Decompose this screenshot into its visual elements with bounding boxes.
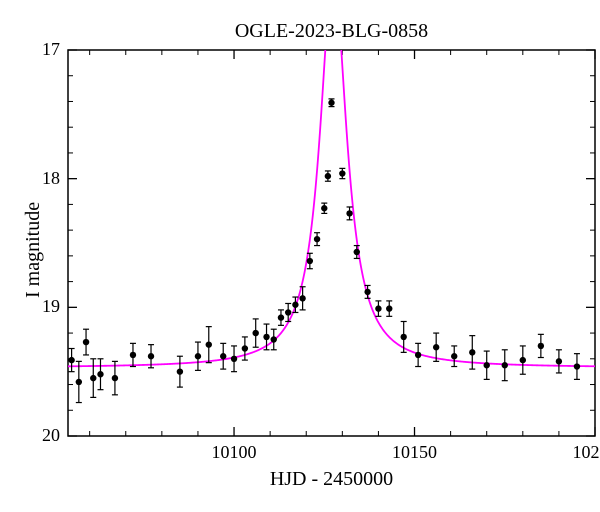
data-point	[97, 371, 103, 377]
data-point	[574, 363, 580, 369]
data-point	[220, 353, 226, 359]
data-point	[415, 352, 421, 358]
data-point	[299, 295, 305, 301]
data-point	[400, 334, 406, 340]
y-axis-label: I magnitude	[22, 202, 45, 298]
y-tick-label: 17	[42, 39, 60, 60]
data-point	[451, 353, 457, 359]
data-point	[321, 205, 327, 211]
data-point	[484, 362, 490, 368]
data-point	[76, 379, 82, 385]
data-point	[433, 344, 439, 350]
data-point	[469, 349, 475, 355]
data-point	[177, 368, 183, 374]
axis-box	[68, 50, 595, 436]
x-axis-label: HJD - 2450000	[68, 468, 595, 491]
data-point	[271, 336, 277, 342]
data-point	[285, 309, 291, 315]
data-point	[328, 100, 334, 106]
data-point	[314, 236, 320, 242]
data-point	[354, 249, 360, 255]
data-point	[502, 362, 508, 368]
lightcurve-chart: OGLE-2023-BLG-0858 10100 10150 10200 17 18 19 2…	[0, 0, 600, 512]
y-tick-label: 18	[42, 168, 60, 189]
data-point	[252, 330, 258, 336]
data-point	[307, 258, 313, 264]
data-point	[130, 352, 136, 358]
model-curve	[68, 0, 595, 366]
data-point	[538, 343, 544, 349]
data-point	[364, 289, 370, 295]
data-point	[375, 305, 381, 311]
data-point	[556, 358, 562, 364]
y-tick-label: 20	[42, 425, 60, 446]
data-point	[386, 305, 392, 311]
x-tick-label: 10150	[385, 442, 445, 463]
data-point	[148, 353, 154, 359]
data-point	[112, 375, 118, 381]
data-point	[242, 345, 248, 351]
data-point	[346, 210, 352, 216]
data-point	[206, 341, 212, 347]
data-point	[325, 173, 331, 179]
data-point	[263, 334, 269, 340]
data-point	[68, 357, 74, 363]
plot-svg	[0, 0, 600, 512]
data-point	[195, 353, 201, 359]
data-point	[339, 170, 345, 176]
data-point	[520, 357, 526, 363]
data-point	[292, 302, 298, 308]
data-point	[231, 356, 237, 362]
x-tick-label: 10200	[565, 442, 600, 463]
x-tick-label: 10100	[204, 442, 264, 463]
y-tick-label: 19	[42, 296, 60, 317]
data-point	[90, 375, 96, 381]
data-point	[83, 339, 89, 345]
chart-title: OGLE-2023-BLG-0858	[68, 20, 595, 43]
data-point	[278, 314, 284, 320]
data-points	[68, 99, 580, 403]
